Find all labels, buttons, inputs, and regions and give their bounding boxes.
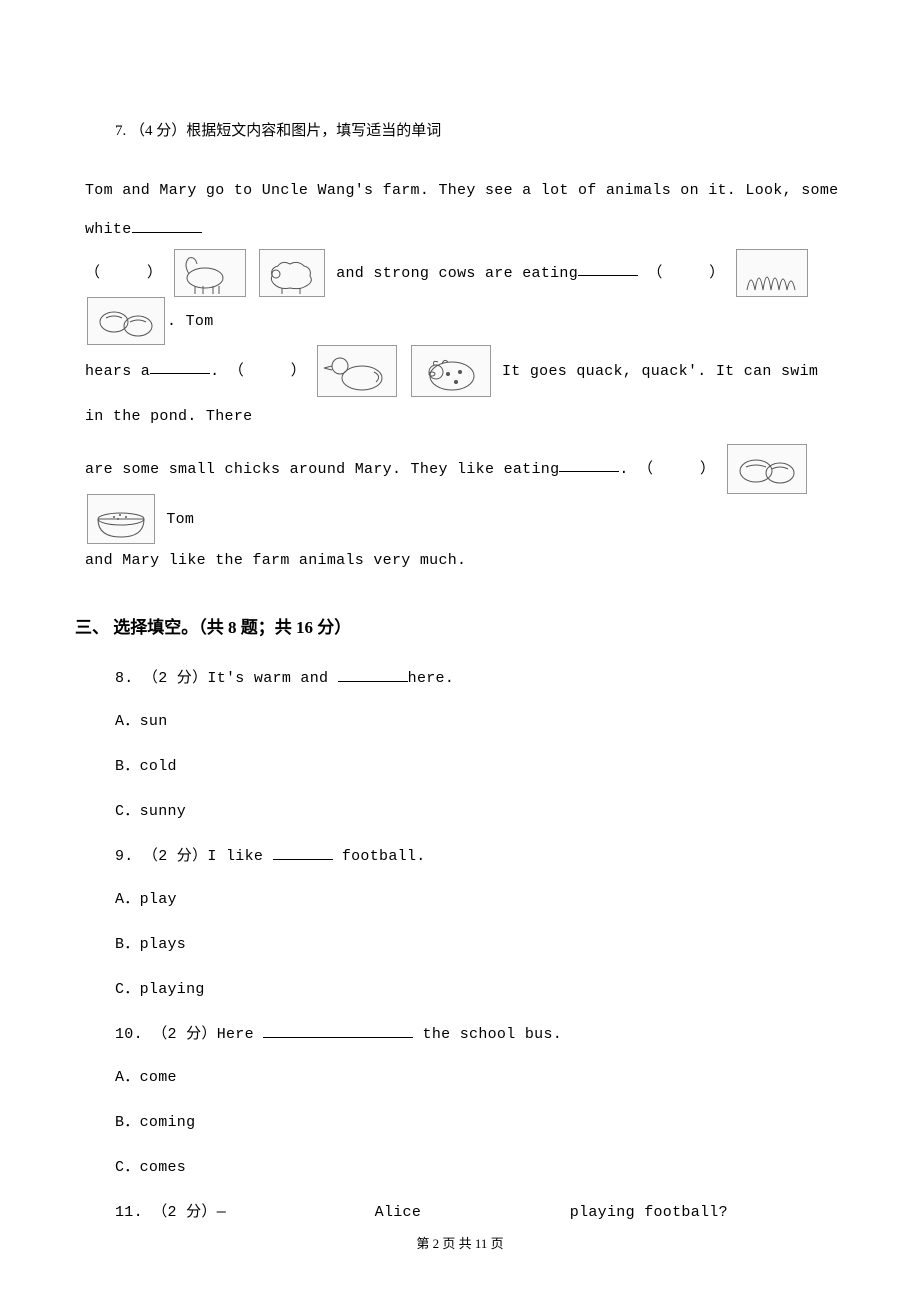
q8-option-a[interactable]: A．sun <box>115 709 845 730</box>
q7-header: 7. （4 分）根据短文内容和图片，填写适当的单词 <box>115 120 845 143</box>
paren-open-1: （ <box>85 264 100 280</box>
image-meat-2 <box>727 444 807 494</box>
q9-option-c[interactable]: C．playing <box>115 977 845 998</box>
page-footer: 第 2 页 共 11 页 <box>0 1233 920 1252</box>
q7-line3b: . <box>210 362 219 379</box>
q8-prefix: 8. （2 分）It's warm and <box>115 670 338 687</box>
q8-blank[interactable] <box>338 681 408 682</box>
q7-line4-wrap: are some small chicks around Mary. They … <box>85 444 845 544</box>
image-sheep <box>259 249 325 297</box>
q7-line4b: . <box>619 460 628 477</box>
q9-blank[interactable] <box>273 859 333 860</box>
paren-close-4: ） <box>700 460 715 476</box>
q11-mid2: playing football? <box>570 1204 728 1221</box>
paren-close-1: ） <box>147 264 162 280</box>
paren-close-3: ） <box>291 362 306 378</box>
q10-suffix: the school bus. <box>413 1026 562 1043</box>
blank-3[interactable] <box>150 373 210 374</box>
q10-option-c[interactable]: C．comes <box>115 1155 845 1176</box>
q7-line3a: hears a <box>85 362 150 379</box>
q9-option-b[interactable]: B．plays <box>115 932 845 953</box>
image-grass <box>736 249 808 297</box>
q7-line2b: . Tom <box>167 312 214 329</box>
q7-passage: Tom and Mary go to Uncle Wang's farm. Th… <box>85 171 845 436</box>
q11-stem: 11. （2 分）— Alice playing football? <box>115 1200 845 1221</box>
q10-option-b[interactable]: B．coming <box>115 1110 845 1131</box>
q8-stem: 8. （2 分）It's warm and here. <box>115 666 845 687</box>
q8-option-b[interactable]: B．cold <box>115 754 845 775</box>
image-duck <box>317 345 397 397</box>
q11-prefix: 11. （2 分）— <box>115 1204 226 1221</box>
q10-stem: 10. （2 分）Here the school bus. <box>115 1022 845 1043</box>
q11-mid1: Alice <box>375 1204 422 1221</box>
paren-open-3: （ <box>229 362 244 378</box>
section-3-heading: 三、 选择填空。（共 8 题；共 16 分） <box>75 613 845 638</box>
paren-close-2: ） <box>709 264 724 280</box>
image-pig <box>411 345 491 397</box>
q9-option-a[interactable]: A．play <box>115 887 845 908</box>
blank-4[interactable] <box>559 471 619 472</box>
q7-line2a: and strong cows are eating <box>336 264 578 281</box>
q9-stem: 9. （2 分）I like football. <box>115 844 845 865</box>
image-meat <box>87 297 165 345</box>
image-rice <box>87 494 155 544</box>
blank-1[interactable] <box>132 232 202 233</box>
blank-2[interactable] <box>578 275 638 276</box>
q7-line5: and Mary like the farm animals very much… <box>85 544 845 577</box>
q8-option-c[interactable]: C．sunny <box>115 799 845 820</box>
q10-blank[interactable] <box>263 1037 413 1038</box>
q9-prefix: 9. （2 分）I like <box>115 848 273 865</box>
q9-suffix: football. <box>333 848 426 865</box>
paren-open-4: （ <box>638 460 653 476</box>
paren-open-2: （ <box>647 264 662 280</box>
q7-line4a: are some small chicks around Mary. They … <box>85 460 559 477</box>
q10-prefix: 10. （2 分）Here <box>115 1026 263 1043</box>
q7-line4c: Tom <box>166 510 194 527</box>
q7-line1a: Tom and Mary go to Uncle Wang's farm. Th… <box>85 182 838 238</box>
q8-suffix: here. <box>408 670 455 687</box>
q10-option-a[interactable]: A．come <box>115 1065 845 1086</box>
worksheet-page: 7. （4 分）根据短文内容和图片，填写适当的单词 Tom and Mary g… <box>0 0 920 1302</box>
image-horse <box>174 249 246 297</box>
